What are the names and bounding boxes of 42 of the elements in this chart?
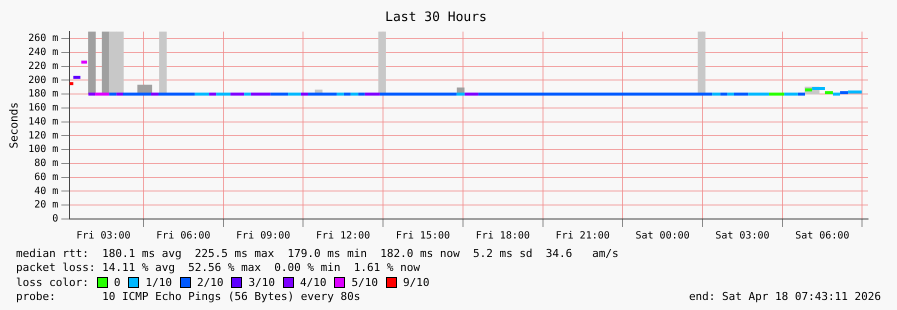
x-tick-label: Fri 03:00: [76, 230, 131, 242]
y-tick-label: 240 m: [28, 47, 58, 58]
y-tick-label: 80 m: [34, 158, 58, 170]
x-tick-label: Fri 21:00: [556, 230, 610, 242]
legend-label: 9/10: [402, 276, 430, 289]
text: median rtt: 180.1 ms avg 225.5 ms max 179.0 ms min 182.0 ms now 5.2 ms sd 34.6 am/s: [16, 247, 619, 261]
y-tick-label: 40 m: [34, 186, 58, 197]
legend-label: 3/10: [248, 276, 275, 289]
x-tick-label: Fri 06:00: [156, 230, 210, 242]
y-tick-label: 20 m: [34, 200, 58, 211]
legend-label: 2/10: [196, 276, 224, 289]
legend-label: 5/10: [351, 276, 378, 289]
y-tick-label: 260 m: [28, 33, 58, 44]
legend-title: loss color:: [16, 276, 89, 289]
bar: [698, 32, 706, 94]
x-tick-label: Sat 03:00: [715, 230, 770, 242]
x-tick-label: Fri 15:00: [396, 230, 450, 242]
y-tick-label: 220 m: [28, 60, 58, 72]
legend-label: 1/10: [145, 276, 172, 289]
legend-label: 4/10: [300, 276, 326, 289]
text: packet loss: 14.11 % avg 52.56 % max 0.00 % min 1.61 % now: [16, 261, 420, 275]
x-tick-label: Sat 00:00: [635, 230, 690, 242]
text: end: Sat Apr 18 07:43:11 2026: [688, 290, 881, 304]
x-tick-label: Fri 18:00: [476, 230, 530, 242]
chart-title: Last 30 Hours: [385, 10, 487, 26]
y-tick-label: 100 m: [28, 144, 58, 156]
y-tick-label: 160 m: [28, 102, 58, 114]
x-tick-label: Fri 09:00: [236, 230, 290, 242]
bar: [159, 32, 167, 94]
y-tick-label: 120 m: [28, 130, 58, 142]
x-tick-label: Sat 06:00: [795, 230, 850, 242]
bar: [88, 32, 96, 94]
y-tick-label: 140 m: [28, 116, 58, 128]
y-axis-title: Seconds: [7, 102, 20, 148]
legend-label: 0: [114, 276, 120, 289]
bar: [378, 32, 386, 94]
x-tick-label: Fri 12:00: [316, 230, 370, 242]
y-tick-label: 0: [52, 214, 58, 225]
y-tick-label: 200 m: [28, 74, 58, 86]
y-tick-label: 60 m: [34, 172, 58, 183]
y-tick-label: 180 m: [28, 88, 58, 100]
text: probe: 10 ICMP Echo Pings (56 Bytes) every 80s: [16, 290, 360, 304]
